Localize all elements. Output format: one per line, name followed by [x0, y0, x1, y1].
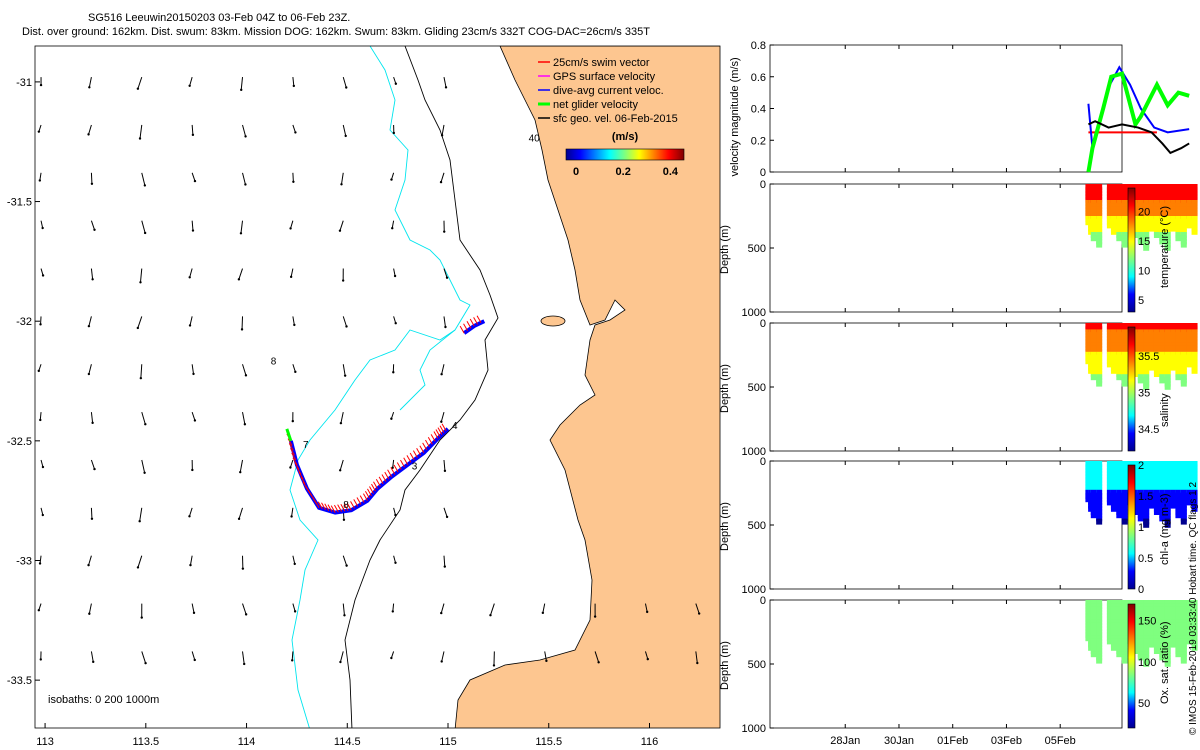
colorbar-tick-label: 20: [1138, 207, 1150, 219]
colorbar-oxygen: [1128, 604, 1135, 728]
depth-ytick-label: 0: [760, 179, 766, 191]
profile-sample: [1170, 365, 1176, 371]
profile-sample: [1091, 651, 1097, 657]
profile-sample: [1111, 645, 1117, 651]
depth-ylabel: Depth (m): [719, 502, 731, 551]
profile-sample: [1096, 381, 1102, 387]
colorbar-label: salinity: [1159, 393, 1171, 427]
profile-sample: [1149, 642, 1155, 648]
time-tick-label: 05Feb: [1045, 735, 1076, 747]
depth-ylabel: Depth (m): [719, 364, 731, 413]
profile-sample: [1111, 506, 1117, 512]
profile-sample: [1186, 222, 1192, 228]
profile-sample: [1181, 242, 1187, 248]
depth-panel-temperature: [770, 184, 1122, 312]
colorbar-tick-label: 100: [1138, 657, 1156, 669]
profile-sample: [1122, 519, 1128, 525]
profile-sample: [1116, 235, 1122, 241]
profile-sample: [1175, 512, 1181, 518]
colorbar-tick-label: 1: [1138, 522, 1144, 534]
profile-sample: [1181, 519, 1187, 525]
profile-sample: [1091, 235, 1097, 241]
depth-ytick-label: 0: [760, 456, 766, 468]
time-tick-label: 30Jan: [884, 735, 914, 747]
colorbar-tick-label: 50: [1138, 698, 1150, 710]
velocity-panel: [770, 45, 1122, 172]
colorbar-tick-label: 2: [1138, 460, 1144, 472]
profile-sample: [1181, 658, 1187, 664]
depth-ytick-label: 1000: [742, 723, 766, 735]
colorbar-label: temperature (°C): [1159, 206, 1171, 288]
profile-sample: [1122, 242, 1128, 248]
velocity-ytick-label: 0: [760, 167, 766, 179]
profile-sample: [1111, 229, 1117, 235]
profile-sample: [1149, 226, 1155, 232]
velocity-ylabel: velocity magnitude (m/s): [729, 57, 741, 176]
colorbar-tick-label: 5: [1138, 295, 1144, 307]
depth-ytick-label: 500: [748, 382, 766, 394]
profile-sample: [1122, 658, 1128, 664]
profile-sample: [1154, 371, 1160, 377]
colorbar-tick-label: 150: [1138, 616, 1156, 628]
velocity-ytick-label: 0.2: [751, 135, 766, 147]
velocity-ytick-label: 0.8: [751, 40, 766, 52]
time-tick-label: 03Feb: [991, 735, 1022, 747]
colorbar-tick-label: 0.5: [1138, 553, 1153, 565]
depth-ylabel: Depth (m): [719, 225, 731, 274]
time-tick-label: 01Feb: [937, 735, 968, 747]
time-tick-label: 28Jan: [830, 735, 860, 747]
colorbar-label: chl-a (mg m-3): [1159, 493, 1171, 565]
velocity-ytick-label: 0.4: [751, 104, 766, 116]
depth-ytick-label: 0: [760, 318, 766, 330]
profile-sample: [1111, 368, 1117, 374]
colorbar-tick-label: 1.5: [1138, 491, 1153, 503]
profile-sample: [1149, 503, 1155, 509]
profile-sample: [1091, 374, 1097, 380]
profile-sample: [1138, 377, 1144, 383]
profile-sample: [1181, 381, 1187, 387]
profile-sample: [1096, 519, 1102, 525]
copyright-note: © IMOS 15-Feb-2019 03:33:40 Hobart time.…: [1188, 482, 1199, 735]
colorbar-salinity: [1128, 327, 1135, 451]
profile-sample: [1175, 235, 1181, 241]
profile-sample: [1091, 512, 1097, 518]
depth-ytick-label: 0: [760, 595, 766, 607]
profile-sample: [1116, 651, 1122, 657]
velocity-ytick-label: 0.6: [751, 72, 766, 84]
depth-panel-salinity: [770, 323, 1122, 451]
profile-sample: [1175, 374, 1181, 380]
profile-sample: [1175, 651, 1181, 657]
colorbar-tick-label: 34.5: [1138, 424, 1159, 436]
profile-sample: [1096, 242, 1102, 248]
profile-sample: [1165, 384, 1171, 390]
profile-sample: [1116, 374, 1122, 380]
colorbar-chlorophyll: [1128, 465, 1135, 589]
profile-sample: [1159, 377, 1165, 383]
depth-ytick-label: 500: [748, 520, 766, 532]
profile-sample: [1149, 365, 1155, 371]
profile-sample: [1122, 381, 1128, 387]
depth-ylabel: Depth (m): [719, 641, 731, 690]
colorbar-tick-label: 10: [1138, 266, 1150, 278]
colorbar-tick-label: 0: [1138, 584, 1144, 596]
profile-sample: [1096, 658, 1102, 664]
profile-sample: [1192, 229, 1198, 235]
depth-panel-chlorophyll: [770, 461, 1122, 589]
colorbar-tick-label: 35: [1138, 388, 1150, 400]
colorbar-tick-label: 15: [1138, 236, 1150, 248]
colorbar-tick-label: 35.5: [1138, 351, 1159, 363]
profile-sample: [1186, 361, 1192, 367]
profile-sample: [1192, 368, 1198, 374]
colorbar-label: Ox. sat. ratio (%): [1159, 621, 1171, 704]
colorbar-temperature: [1128, 188, 1135, 312]
depth-panel-oxygen: [770, 600, 1122, 728]
profile-sample: [1116, 512, 1122, 518]
depth-ytick-label: 500: [748, 659, 766, 671]
depth-ytick-label: 500: [748, 243, 766, 255]
profile-sample: [1138, 515, 1144, 521]
